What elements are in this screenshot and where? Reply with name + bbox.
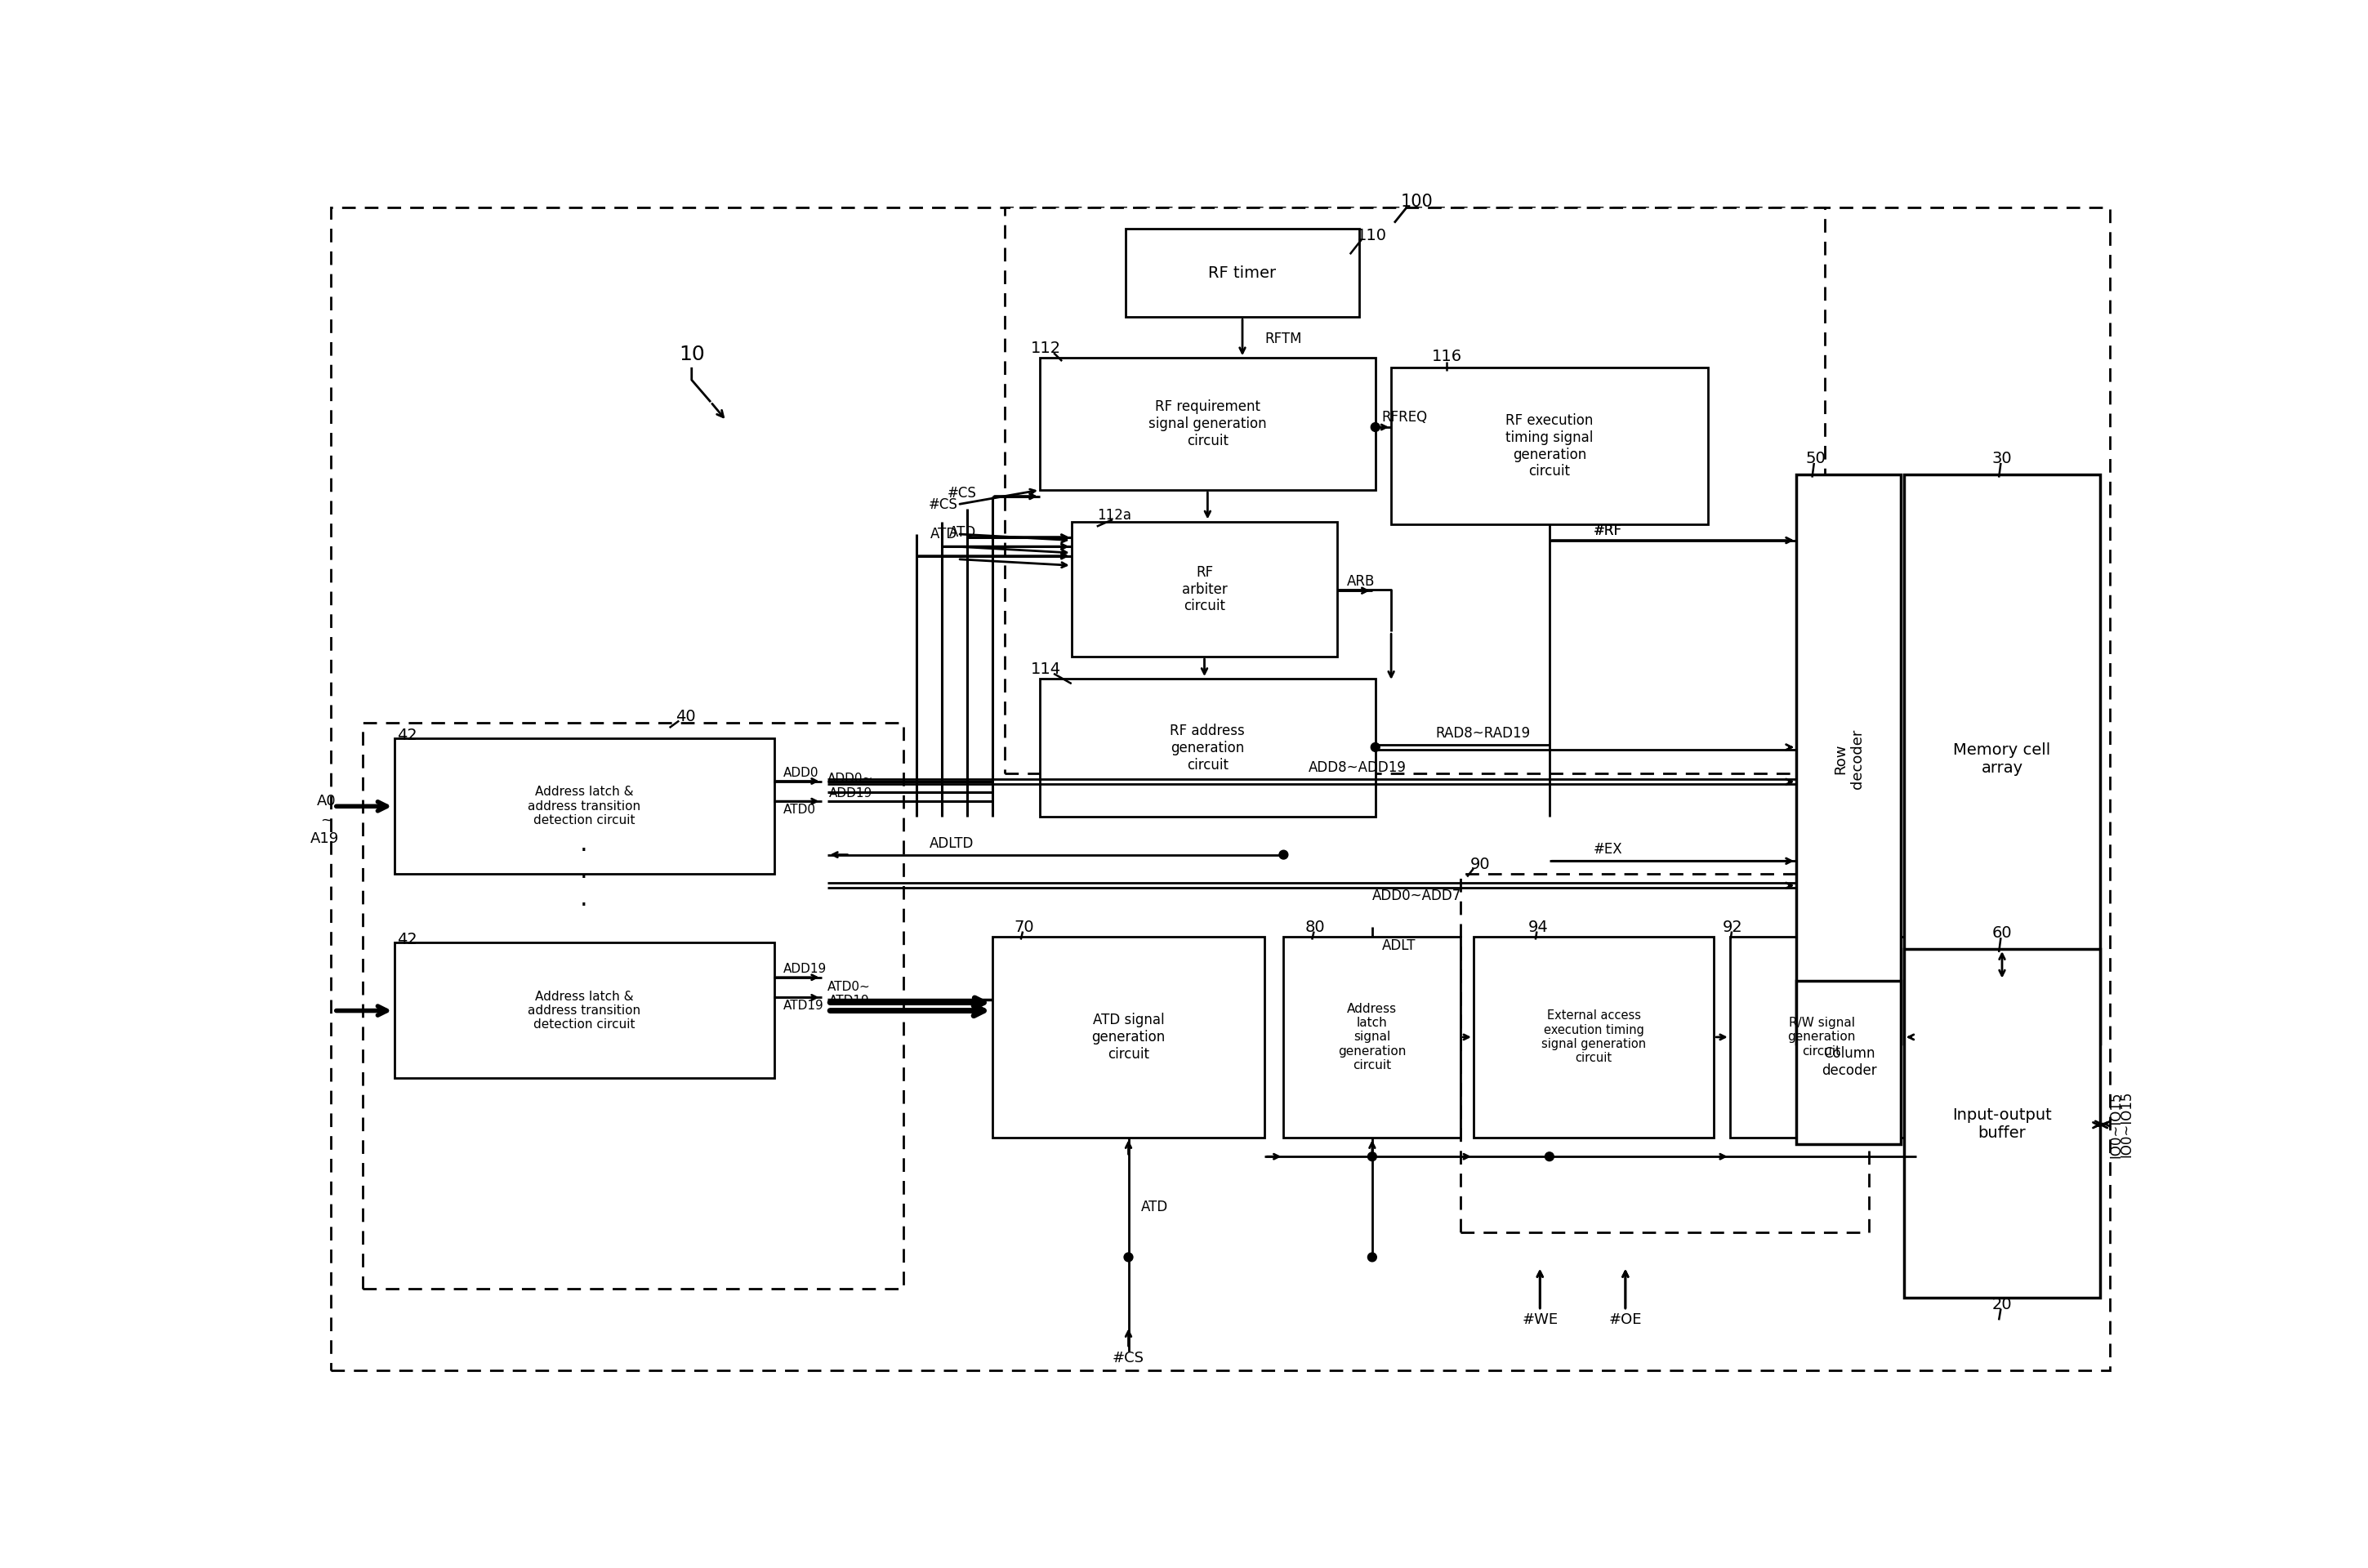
Text: ADD0: ADD0 [784,767,819,779]
Text: ADD0~
ADD19: ADD0~ ADD19 [829,773,874,800]
Text: 42: 42 [398,728,417,743]
Text: 110: 110 [1357,227,1388,243]
Bar [1283,936,1461,1138]
Text: ADD0~ADD7: ADD0~ADD7 [1371,887,1461,903]
Text: 92: 92 [1724,919,1743,935]
Text: Column
decoder: Column decoder [1821,1046,1875,1079]
Text: #CS: #CS [928,497,957,511]
Text: RFREQ: RFREQ [1381,411,1428,425]
Bar [393,942,774,1077]
Text: 112a: 112a [1096,508,1132,522]
Text: 50: 50 [1804,452,1826,466]
Circle shape [1369,1253,1376,1262]
Text: #WE: #WE [1523,1312,1558,1328]
Text: RF
arbiter
circuit: RF arbiter circuit [1182,564,1227,613]
Bar [393,739,774,873]
Text: 10: 10 [680,345,706,365]
Text: Memory cell
array: Memory cell array [1954,742,2051,776]
Bar [1473,936,1714,1138]
Text: IO0~IO15: IO0~IO15 [2119,1091,2134,1157]
Text: A19: A19 [310,831,339,847]
Text: ATD: ATD [1141,1200,1167,1214]
Text: 40: 40 [675,709,696,724]
Bar [1904,949,2100,1298]
Bar [1461,873,1868,1232]
Text: Address latch &
address transition
detection circuit: Address latch & address transition detec… [528,991,639,1032]
Bar [1040,358,1376,489]
Text: Row
decoder: Row decoder [1833,729,1864,789]
Circle shape [1279,850,1288,859]
Circle shape [1369,1152,1376,1160]
Text: External access
execution timing
signal generation
circuit: External access execution timing signal … [1542,1010,1646,1065]
Text: RF timer: RF timer [1208,265,1276,281]
Text: #EX: #EX [1594,842,1622,858]
Text: 100: 100 [1399,194,1433,210]
Text: ADD19: ADD19 [784,963,826,975]
Text: 94: 94 [1527,919,1549,935]
Bar [1731,936,1913,1138]
Circle shape [1371,743,1381,751]
Text: 60: 60 [1991,925,2013,941]
Text: #CS: #CS [947,486,976,500]
Bar [362,723,905,1289]
Text: ATD0~
ATD19: ATD0~ ATD19 [829,980,871,1007]
Text: #RF: #RF [1594,524,1622,538]
Text: R/W signal
generation
circuit: R/W signal generation circuit [1788,1016,1857,1057]
Text: #CS: #CS [1113,1350,1144,1366]
Bar [1904,474,2100,1043]
Text: RF requirement
signal generation
circuit: RF requirement signal generation circuit [1148,400,1267,448]
Text: 112: 112 [1030,340,1061,356]
Circle shape [1371,423,1381,431]
Text: 116: 116 [1433,350,1461,364]
Text: ATD signal
generation
circuit: ATD signal generation circuit [1092,1013,1165,1062]
Text: Address
latch
signal
generation
circuit: Address latch signal generation circuit [1338,1002,1407,1071]
Text: 20: 20 [1991,1297,2013,1312]
Circle shape [1125,1253,1132,1262]
Bar [1040,679,1376,817]
Text: ARB: ARB [1347,574,1376,588]
Text: ATD: ATD [950,525,976,539]
Text: 30: 30 [1991,452,2013,466]
Text: ATD19: ATD19 [784,999,824,1011]
Text: ADLTD: ADLTD [928,836,973,851]
Circle shape [1544,1152,1553,1160]
Bar [1070,522,1338,657]
Text: #RF: #RF [1594,524,1622,538]
Text: 70: 70 [1014,919,1035,935]
Text: ADLT: ADLT [1381,939,1416,953]
Text: RAD8~RAD19: RAD8~RAD19 [1435,726,1530,740]
Bar [1797,474,1902,1043]
Text: Address latch &
address transition
detection circuit: Address latch & address transition detec… [528,786,639,826]
Bar [1125,229,1359,317]
Text: RF address
generation
circuit: RF address generation circuit [1170,723,1246,771]
Text: 42: 42 [398,931,417,947]
Text: ATD: ATD [931,527,957,541]
Bar [992,936,1265,1138]
Text: A0: A0 [317,793,336,809]
Text: ·
·
·: · · · [580,839,587,917]
Bar [1390,367,1707,525]
Text: ADD8~ADD19: ADD8~ADD19 [1310,760,1407,775]
Text: Input-output
buffer: Input-output buffer [1951,1107,2051,1140]
Text: 90: 90 [1471,856,1489,872]
Bar [1797,980,1902,1145]
Text: 114: 114 [1030,662,1061,677]
Text: ATD0: ATD0 [784,803,817,815]
Text: RFTM: RFTM [1265,332,1302,347]
Bar [1004,207,1826,773]
Text: RF execution
timing signal
generation
circuit: RF execution timing signal generation ci… [1506,412,1594,478]
Text: IO0~IO15: IO0~IO15 [2108,1091,2124,1159]
Text: ~: ~ [320,812,332,828]
Text: 80: 80 [1305,919,1326,935]
Text: #OE: #OE [1608,1312,1641,1328]
